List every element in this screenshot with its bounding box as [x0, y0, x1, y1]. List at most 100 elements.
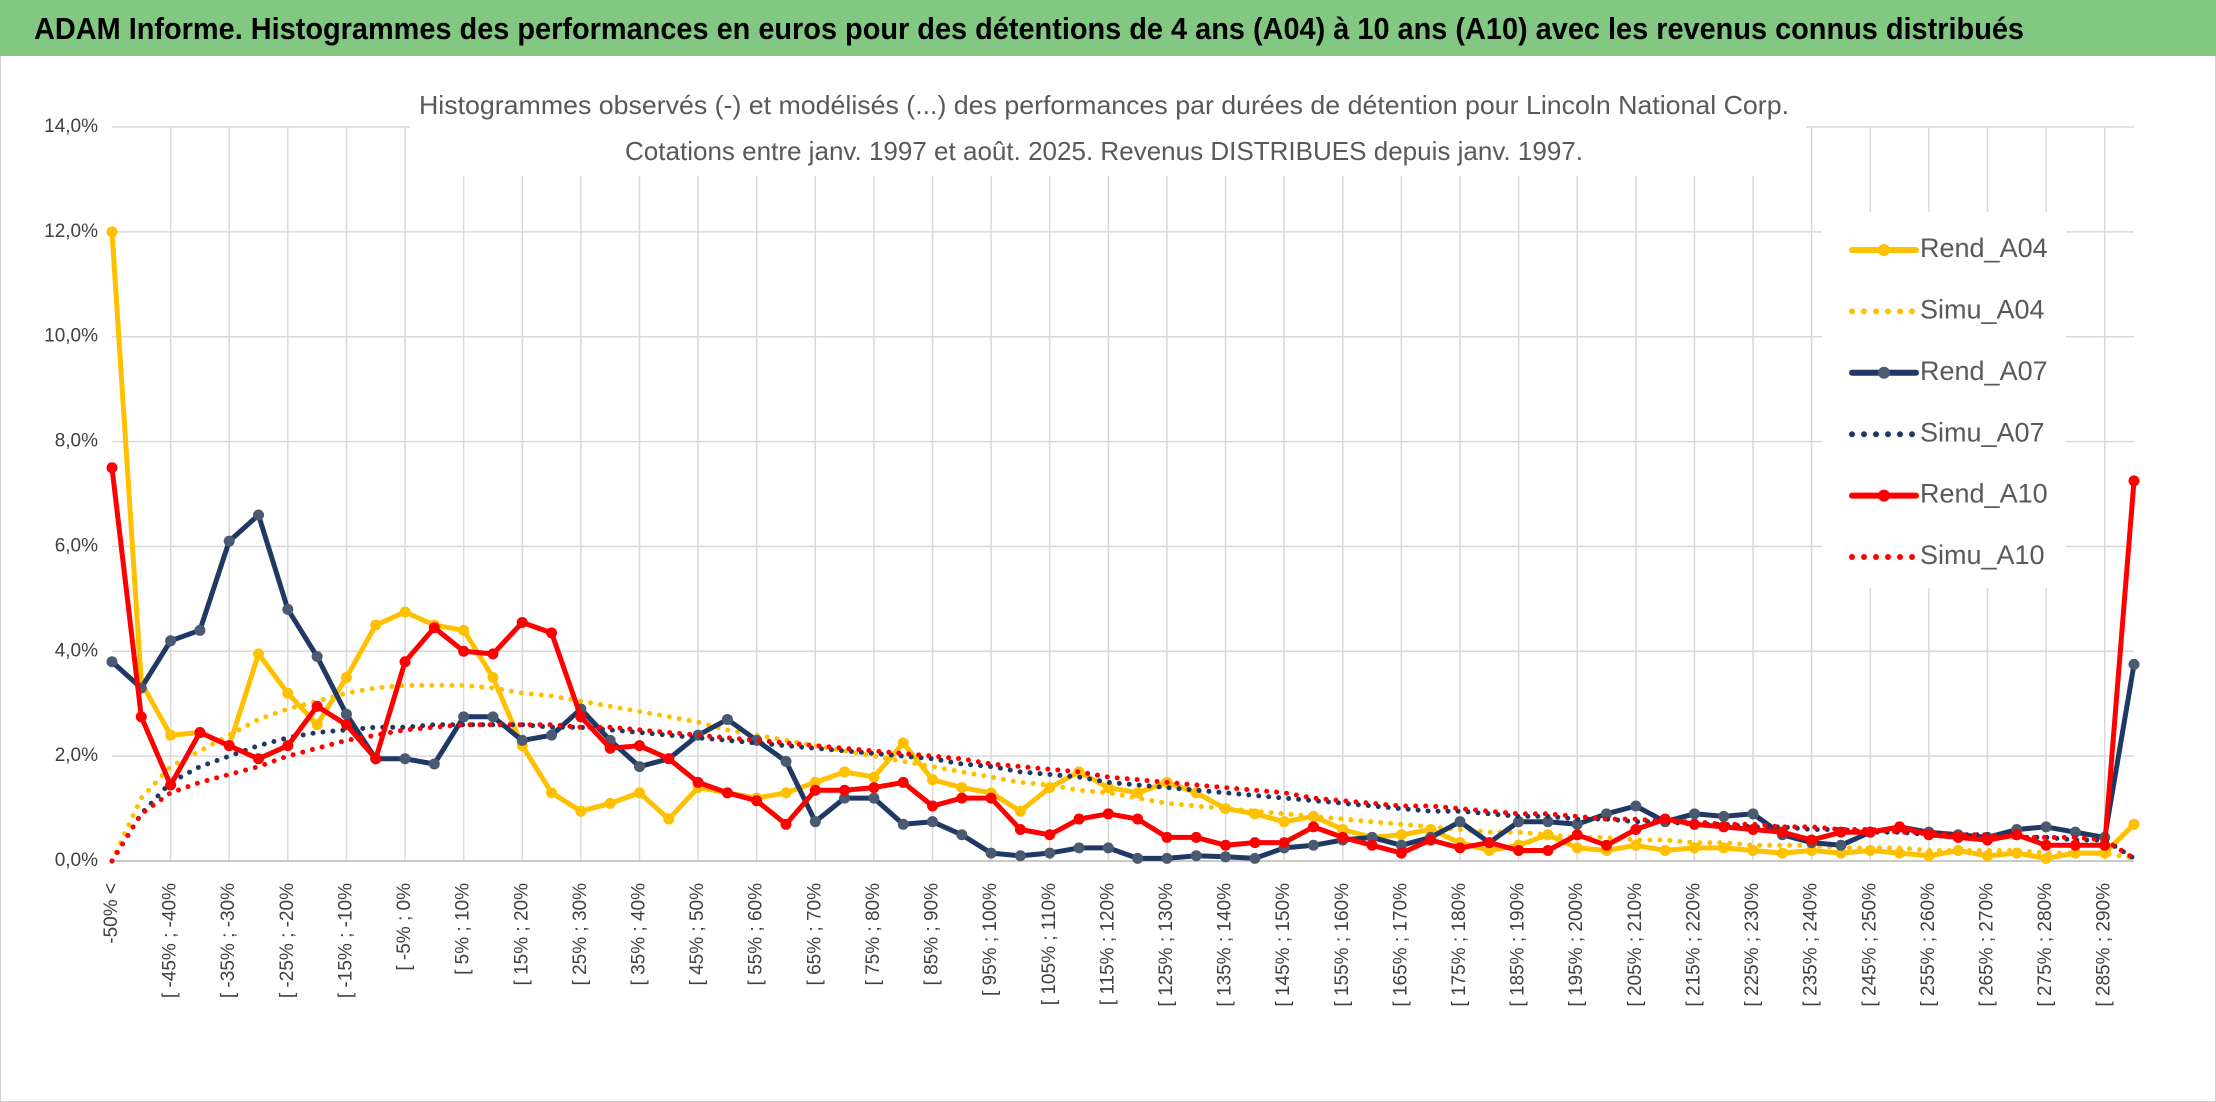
header-bar [0, 0, 2216, 56]
point [2069, 847, 2081, 859]
x-tick-label: [ 205% ; 210% [1625, 883, 1646, 1007]
point [1220, 839, 1232, 851]
point [1395, 847, 1407, 859]
point [282, 687, 294, 699]
x-tick-label: [ 15% ; 20% [511, 883, 532, 986]
legend-marker [1878, 366, 1890, 379]
point [311, 700, 323, 712]
legend-label: Simu_A07 [1920, 417, 2045, 447]
point [1190, 850, 1202, 862]
legend-label: Simu_A10 [1920, 540, 2045, 570]
point [604, 797, 616, 809]
point [1513, 816, 1525, 828]
point [1395, 829, 1407, 841]
point [809, 776, 821, 788]
point [340, 719, 352, 731]
point [282, 740, 294, 752]
point [399, 753, 411, 765]
legend-label: Rend_A07 [1920, 356, 2048, 386]
point [1718, 810, 1730, 822]
point [809, 784, 821, 796]
x-tick-label: [ 145% ; 150% [1273, 883, 1294, 1007]
point [1688, 842, 1700, 854]
point [1923, 850, 1935, 862]
point [165, 729, 177, 741]
point [428, 758, 440, 770]
legend-label: Simu_A04 [1920, 295, 2045, 325]
point [1307, 821, 1319, 833]
series-line [109, 682, 2137, 864]
x-tick-label: [ 185% ; 190% [1508, 883, 1529, 1007]
point [487, 648, 499, 660]
point [1806, 845, 1818, 857]
x-tick-label: [ -45% ; -40% [160, 883, 181, 998]
x-tick-label: [ 285% ; 290% [2094, 883, 2115, 1007]
point [1102, 782, 1114, 794]
point [399, 656, 411, 668]
point [1337, 831, 1349, 843]
point [721, 713, 733, 725]
point [633, 740, 645, 752]
point [1132, 813, 1144, 825]
point [340, 672, 352, 683]
x-tick-label: [ 165% ; 170% [1390, 883, 1411, 1007]
point [956, 792, 968, 804]
point [633, 761, 645, 773]
x-tick-label: [ 235% ; 240% [1801, 883, 1822, 1007]
point [1278, 837, 1290, 849]
point [927, 774, 939, 786]
point [633, 787, 645, 799]
x-tick-label: [ 65% ; 70% [804, 883, 825, 986]
point [985, 792, 997, 804]
point [663, 753, 675, 765]
series-line [109, 722, 2137, 864]
series-line [109, 512, 2137, 861]
point [106, 226, 118, 238]
point [897, 776, 909, 788]
chart-title: Histogrammes observés (-) et modélisés (… [419, 90, 1789, 120]
series-line [109, 722, 2137, 864]
point [1835, 839, 1847, 851]
point [839, 792, 851, 804]
point [223, 535, 235, 547]
point [1659, 845, 1671, 857]
point [253, 753, 265, 765]
point [927, 816, 939, 828]
x-tick-label: [ 125% ; 130% [1156, 883, 1177, 1007]
point [1425, 824, 1437, 836]
x-tick-label: [ 45% ; 50% [687, 883, 708, 986]
legend-marker [1878, 244, 1890, 256]
point [223, 740, 235, 752]
point [1044, 829, 1056, 841]
chart-subtitle: Cotations entre janv. 1997 et août. 2025… [625, 136, 1583, 166]
x-tick-label: [ 195% ; 200% [1566, 883, 1587, 1007]
x-tick-label: [ 275% ; 280% [2035, 883, 2056, 1007]
legend-label: Rend_A10 [1920, 479, 2048, 509]
point [2069, 826, 2081, 838]
x-tick-label: -50% < [101, 883, 122, 944]
point [1483, 845, 1495, 857]
point [1102, 842, 1114, 854]
point [458, 645, 470, 657]
x-tick-label: [ 225% ; 230% [1742, 883, 1763, 1007]
point [1132, 852, 1144, 864]
point [546, 627, 558, 639]
point [839, 766, 851, 778]
point [2099, 839, 2111, 851]
point [575, 711, 587, 723]
x-tick-label: [ 265% ; 270% [1976, 883, 1997, 1007]
point [2040, 839, 2052, 851]
point [458, 624, 470, 636]
point [106, 462, 118, 474]
point [1894, 821, 1906, 833]
x-tick-label: [ 215% ; 220% [1683, 883, 1704, 1007]
point [809, 816, 821, 828]
point [370, 619, 382, 631]
y-tick-label: 10,0% [44, 326, 98, 347]
point [1747, 808, 1759, 820]
point [1249, 852, 1261, 864]
x-tick-label: [ 255% ; 260% [1918, 883, 1939, 1007]
point [604, 742, 616, 754]
point [1307, 839, 1319, 851]
point [165, 779, 177, 791]
